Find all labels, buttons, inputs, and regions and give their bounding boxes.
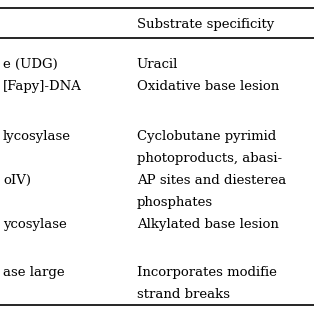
Text: lycosylase: lycosylase [3, 130, 71, 143]
Text: Substrate specificity: Substrate specificity [137, 18, 274, 31]
Text: photoproducts, abasi-: photoproducts, abasi- [137, 152, 282, 165]
Text: e (UDG): e (UDG) [3, 58, 58, 71]
Text: ase large: ase large [3, 266, 65, 279]
Text: AP sites and diesterea: AP sites and diesterea [137, 174, 286, 187]
Text: ycosylase: ycosylase [3, 218, 67, 231]
Text: Cyclobutane pyrimid: Cyclobutane pyrimid [137, 130, 276, 143]
Text: Incorporates modifie: Incorporates modifie [137, 266, 276, 279]
Text: strand breaks: strand breaks [137, 288, 230, 301]
Text: oIV): oIV) [3, 174, 31, 187]
Text: phosphates: phosphates [137, 196, 213, 209]
Text: [Fapy]-DNA: [Fapy]-DNA [3, 80, 82, 93]
Text: Alkylated base lesion: Alkylated base lesion [137, 218, 279, 231]
Text: Uracil: Uracil [137, 58, 178, 71]
Text: Oxidative base lesion: Oxidative base lesion [137, 80, 279, 93]
